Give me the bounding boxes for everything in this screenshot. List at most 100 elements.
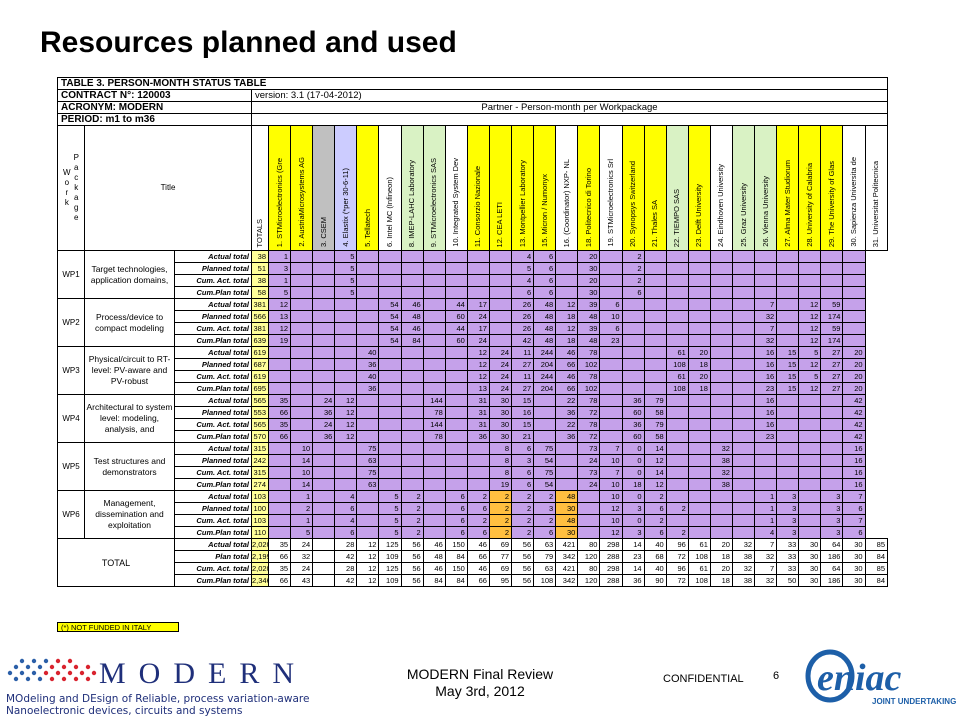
partner-value-cell [488, 262, 513, 275]
partner-value-cell [290, 418, 314, 431]
partner-value-cell [555, 286, 579, 299]
partner-column-header: 1. STMicroelectronics (Gre [267, 125, 292, 251]
table-row: Cum.Plan total 639 19 54 84 60 24 42 48 18 48 23 32 1… [58, 334, 888, 347]
partner-value-cell [776, 430, 800, 443]
partner-column-header: 30. Sapienza Universita de [842, 125, 866, 251]
partner-value-cell: 24 [488, 382, 513, 395]
partner-value-cell: 30 [488, 406, 513, 419]
partner-name: 19. STMicroelectronics Srl [605, 159, 615, 247]
partner-value-cell: 5 [334, 262, 358, 275]
partner-value-cell: 54 [533, 454, 557, 467]
partner-name: 20. Synopsys Switzerland [628, 161, 638, 247]
partner-column-header: 13. Montpellier Laboratory [511, 125, 535, 251]
partner-value-cell: 12 [466, 358, 490, 371]
partner-value-cell: 15 [776, 358, 800, 371]
partner-value-cell [798, 406, 822, 419]
partner-value-cell [577, 514, 601, 527]
partner-value-cell [400, 454, 424, 467]
partner-total-cell: 46 [466, 562, 490, 575]
partner-value-cell [444, 418, 468, 431]
partner-value-cell: 6 [334, 502, 358, 515]
partner-name: 27. Alma Mater Studiorum [782, 160, 792, 247]
partner-value-cell: 59 [820, 298, 844, 311]
partner-value-cell: 10 [599, 478, 623, 491]
partner-total-cell: 42 [334, 574, 358, 587]
partner-total-cell: 120 [577, 550, 601, 563]
partner-value-cell [466, 466, 490, 479]
partner-value-cell [488, 274, 513, 287]
partner-total-cell [312, 562, 336, 575]
partner-value-cell: 44 [444, 298, 468, 311]
partner-value-cell [776, 478, 800, 491]
workpackage-id: WP3 [57, 346, 85, 395]
partner-value-cell [754, 274, 778, 287]
partner-value-cell [798, 490, 822, 503]
partner-value-cell: 7 [754, 298, 778, 311]
partner-value-cell [731, 406, 756, 419]
partner-value-cell: 6 [466, 526, 490, 539]
partner-value-cell: 30 [488, 418, 513, 431]
partner-value-cell: 12 [555, 298, 579, 311]
partner-value-cell [400, 382, 424, 395]
partner-value-cell: 108 [665, 382, 689, 395]
header-letter: k [74, 183, 79, 192]
partner-value-cell [687, 286, 711, 299]
workpackage-id: WP1 [57, 250, 85, 299]
grand-total-cell: 2,020 [251, 538, 269, 551]
partner-value-cell [643, 274, 667, 287]
project-acronym: ACRONYM: MODERN [57, 101, 252, 114]
partner-value-cell [444, 370, 468, 383]
partner-value-cell: 12 [267, 298, 292, 311]
partner-value-cell [488, 286, 513, 299]
partner-value-cell [312, 262, 336, 275]
partner-value-cell: 2 [466, 490, 490, 503]
partner-value-cell: 3 [511, 454, 535, 467]
partner-value-cell [709, 526, 733, 539]
header-letter: g [74, 203, 79, 212]
partner-value-cell [731, 430, 756, 443]
partner-value-cell: 36 [555, 430, 579, 443]
row-type-label: Cum. Act. total [174, 370, 252, 383]
partner-value-cell: 0 [621, 514, 645, 527]
table-row: WP4 Architectural to system level: modeli… [57, 394, 888, 443]
partner-value-cell: 48 [533, 298, 557, 311]
partner-value-cell: 0 [621, 466, 645, 479]
partner-value-cell [356, 490, 380, 503]
partner-column-header: 27. Alma Mater Studiorum [776, 125, 800, 251]
row-type-label: Actual total [174, 490, 252, 503]
partner-total-cell: 28 [334, 538, 358, 551]
row-type-label: Actual total [174, 250, 252, 263]
row-type-label: Planned total [174, 310, 252, 323]
partner-total-cell: 7 [754, 538, 778, 551]
partner-value-cell: 20 [842, 358, 866, 371]
partner-total-cell: 46 [422, 538, 446, 551]
partner-value-cell: 12 [334, 418, 358, 431]
partner-value-cell: 59 [820, 322, 844, 335]
partner-value-cell [290, 298, 314, 311]
partner-total-cell: 38 [731, 574, 756, 587]
partner-column-header: 22. TIEMPO SAS [665, 125, 689, 251]
partner-value-cell [798, 418, 822, 431]
partner-value-cell [422, 262, 446, 275]
partner-value-cell: 66 [555, 382, 579, 395]
partner-value-cell [290, 262, 314, 275]
footer-review-date: May 3rd, 2012 [435, 683, 525, 699]
partner-value-cell [665, 490, 689, 503]
partner-value-cell [422, 454, 446, 467]
table-row: Planned total 100 2 6 5 2 6 6 2 2 3 30 12 3 6 2 1 3 3 6 [58, 502, 888, 515]
partner-name: 16. (Coordinator) NXP- NL [561, 158, 571, 247]
partner-value-cell [754, 442, 778, 455]
partner-value-cell: 31 [466, 394, 490, 407]
partner-value-cell [312, 358, 336, 371]
partner-value-cell: 12 [798, 310, 822, 323]
totals-cell: 100 [251, 502, 269, 515]
partner-value-cell [599, 262, 623, 275]
totals-cell: 687 [251, 358, 269, 371]
partner-value-cell [378, 358, 402, 371]
partner-value-cell [400, 286, 424, 299]
partner-value-cell [267, 442, 292, 455]
partner-value-cell [820, 442, 844, 455]
partner-value-cell [400, 478, 424, 491]
partner-value-cell: 5 [378, 514, 402, 527]
partner-value-cell: 72 [577, 430, 601, 443]
